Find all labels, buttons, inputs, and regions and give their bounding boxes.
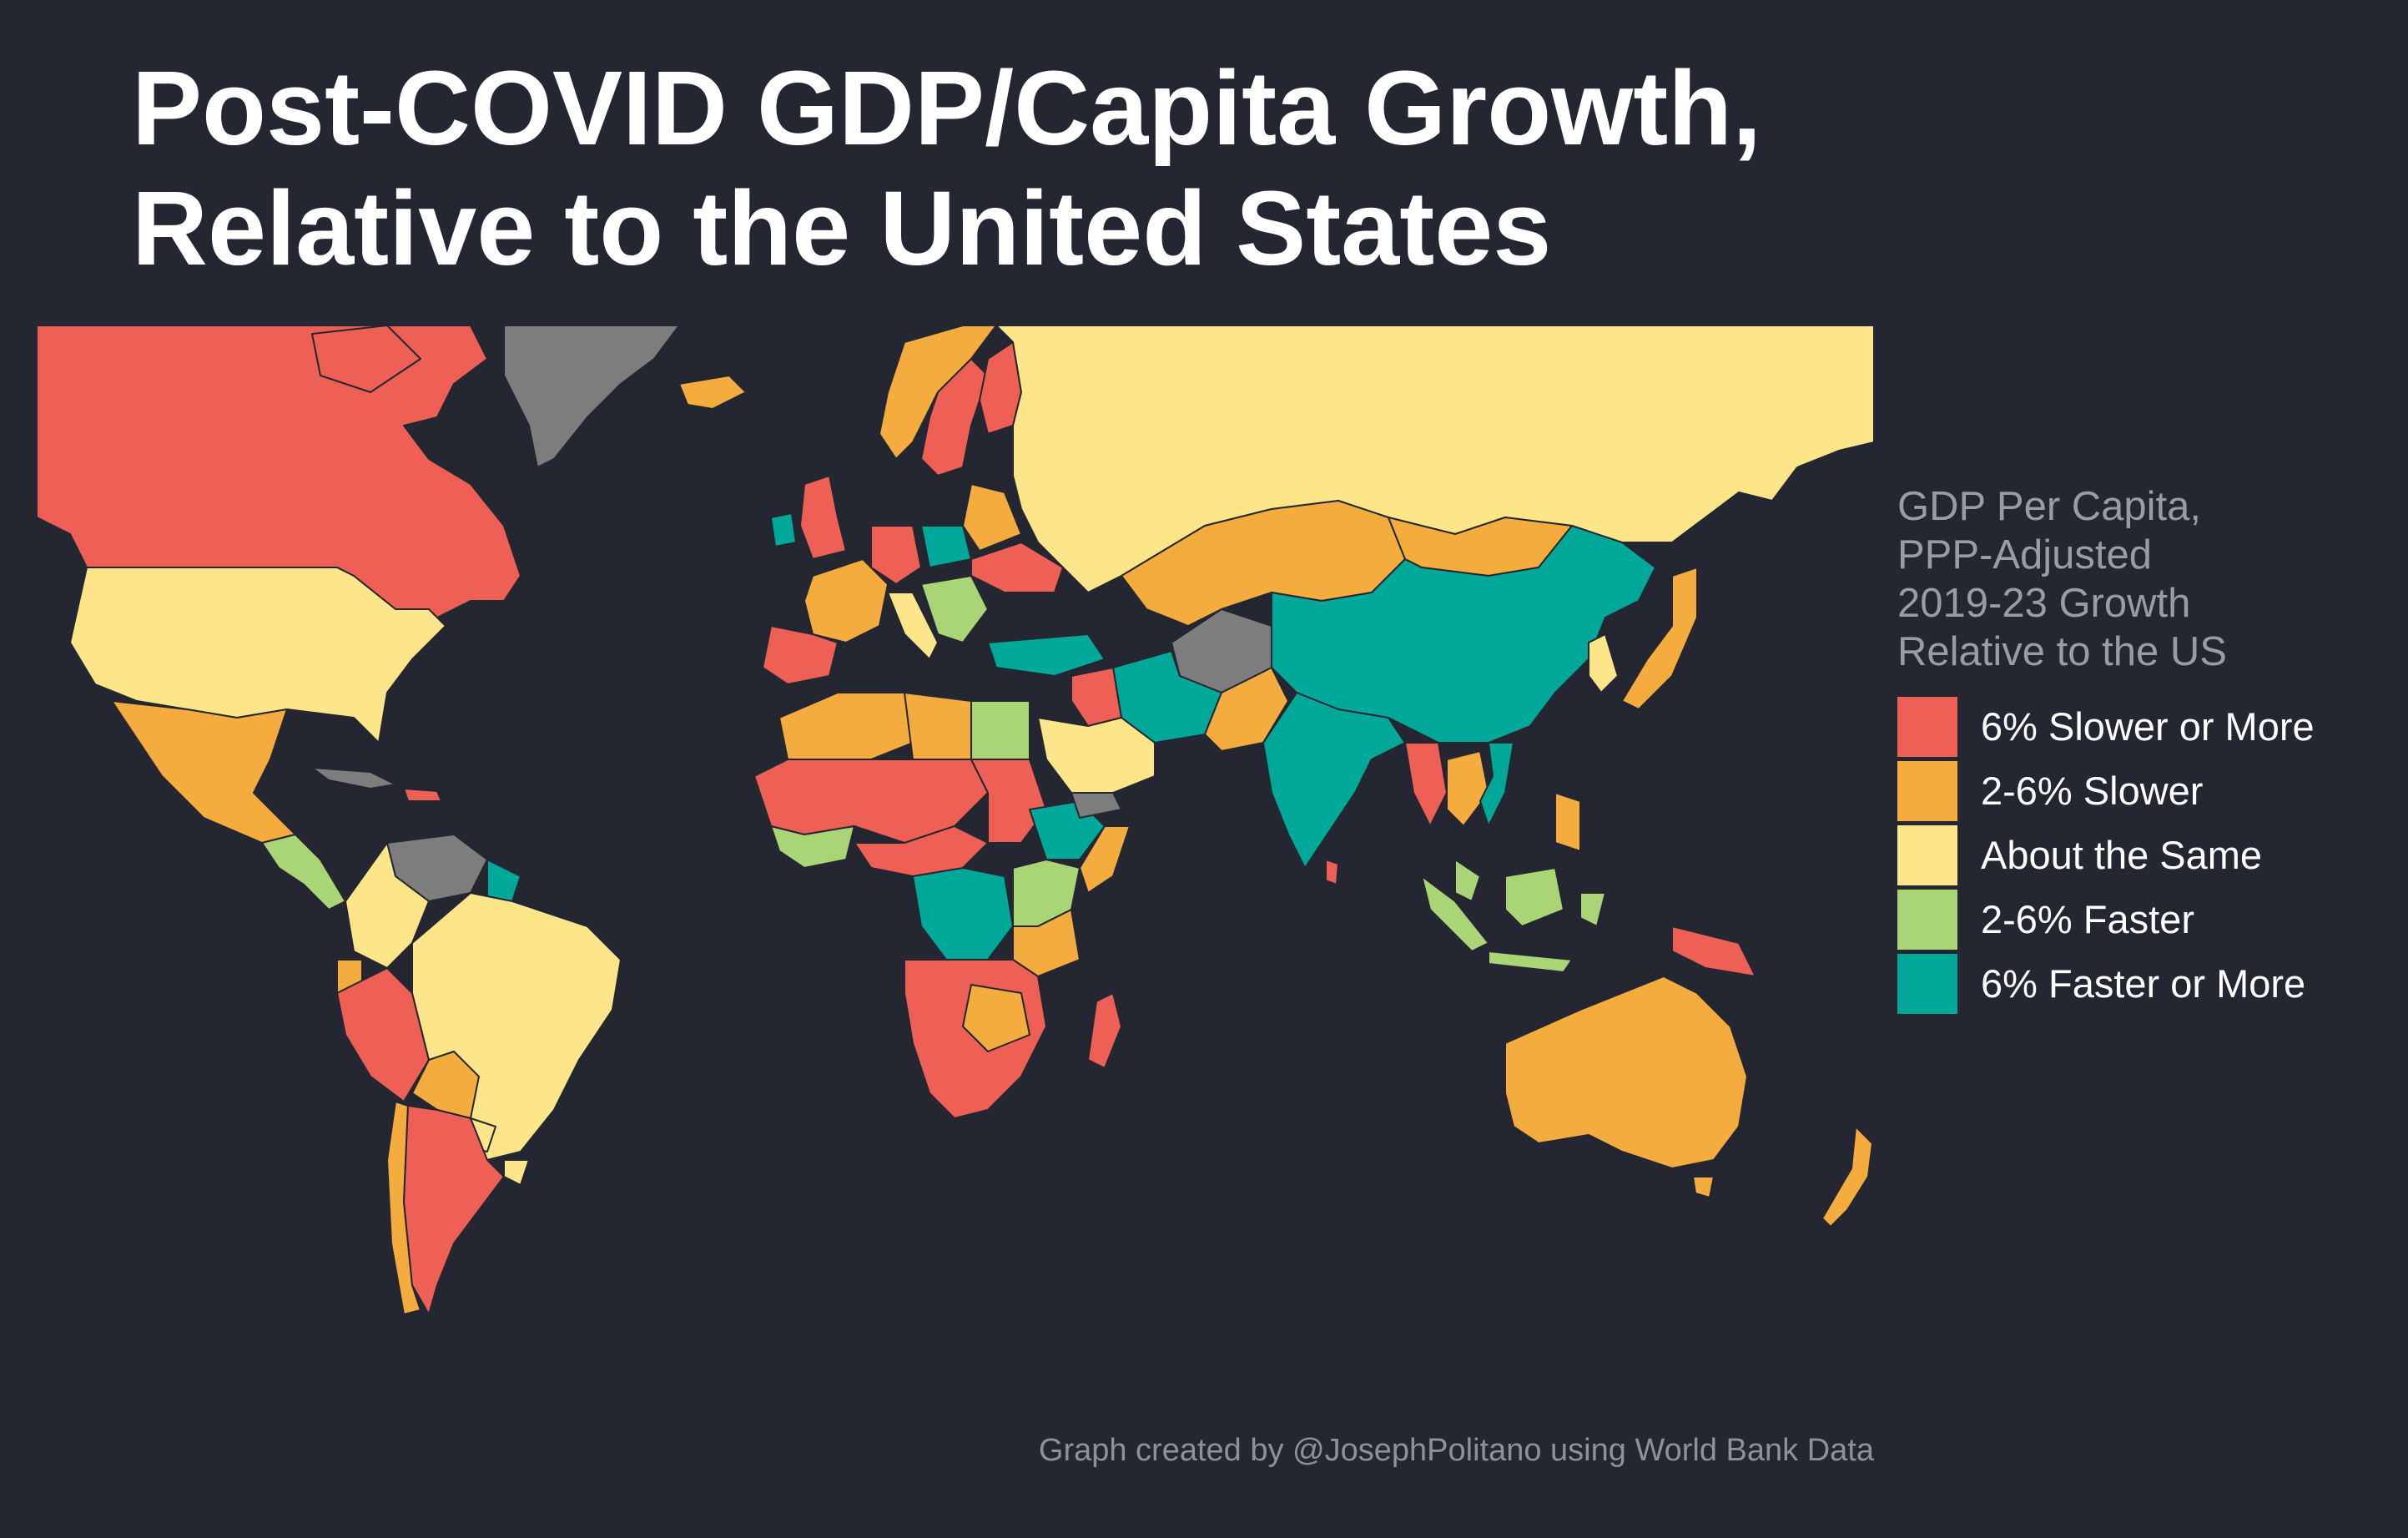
legend-label: 2-6% Faster [1981, 897, 2194, 941]
region-somalia [1079, 825, 1131, 894]
region-argentina [403, 1105, 505, 1315]
region-france [804, 558, 889, 643]
region-iceland [678, 375, 747, 410]
region-italy [887, 592, 939, 660]
legend-swatch [1897, 760, 1957, 821]
region-indonesia-borneo [1504, 867, 1564, 927]
region-madagascar [1087, 992, 1122, 1069]
region-colombia [345, 842, 430, 969]
legend-label: 6% Faster or More [1981, 961, 2306, 1006]
world-map-svg [37, 325, 1874, 1315]
region-indonesia-sulawesi [1579, 892, 1606, 927]
region-central-africa-north [854, 825, 989, 877]
region-papua-new-guinea [1671, 925, 1756, 977]
legend-label: 2-6% Slower [1981, 769, 2204, 813]
region-germany [870, 525, 922, 585]
legend-item-about-same: About the Same [1897, 823, 2398, 887]
legend-label: About the Same [1981, 833, 2263, 877]
region-hispaniola [403, 788, 442, 802]
chart-title-line-1: Post-COVID GDP/Capita Growth, [132, 49, 1762, 167]
region-tasmania [1692, 1176, 1715, 1198]
region-philippines [1554, 792, 1581, 852]
region-central-america [261, 834, 346, 910]
region-morocco-algeria [778, 692, 914, 769]
region-west-africa-coast [770, 825, 855, 869]
region-spain-portugal [762, 625, 839, 685]
region-yemen [1071, 792, 1122, 819]
chart-title: Post-COVID GDP/Capita Growth, Relative t… [132, 48, 1761, 289]
region-australia [1504, 976, 1748, 1169]
region-indonesia-java [1488, 951, 1573, 973]
legend-title-line: GDP Per Capita, [1897, 484, 2202, 529]
region-sri-lanka [1325, 859, 1339, 885]
legend-item-2-6-slower: 2-6% Slower [1897, 759, 2398, 823]
region-peru [336, 967, 430, 1102]
region-balkans [920, 575, 989, 643]
region-libya [904, 692, 972, 760]
region-canada-arctic [311, 325, 421, 393]
legend: GDP Per Capita, PPP-Adjusted 2019-23 Gro… [1897, 482, 2398, 1016]
world-map [37, 325, 1874, 1344]
region-india [1262, 692, 1406, 869]
region-indonesia-sumatra [1421, 875, 1489, 952]
region-korea [1588, 633, 1619, 693]
legend-title-line: PPP-Adjusted [1897, 532, 2153, 577]
region-uruguay [503, 1159, 530, 1186]
region-new-zealand [1821, 1126, 1873, 1228]
region-greenland [503, 325, 680, 468]
legend-title-line: 2019-23 Growth [1897, 581, 2191, 626]
region-thailand-laos [1446, 750, 1489, 827]
source-note: Graph created by @JosephPolitano using W… [1038, 1433, 1874, 1468]
region-saudi-arabia [1037, 717, 1156, 794]
legend-item-6-faster: 6% Faster or More [1897, 951, 2398, 1016]
region-cuba [311, 767, 396, 789]
region-dr-congo [912, 867, 1014, 961]
region-sudan [970, 759, 1047, 844]
chart-title-line-2: Relative to the United States [132, 169, 1552, 287]
legend-swatch [1897, 824, 1957, 885]
region-japan [1621, 567, 1698, 710]
region-united-kingdom [799, 475, 847, 560]
region-baltics-belarus [962, 483, 1022, 552]
region-turkey [987, 633, 1106, 677]
region-sweden [920, 358, 989, 477]
legend-title-line: Relative to the US [1897, 629, 2227, 674]
region-mexico [111, 700, 296, 844]
region-poland [920, 525, 972, 568]
legend-label: 6% Slower or More [1981, 704, 2315, 749]
region-guianas [486, 859, 521, 902]
legend-title: GDP Per Capita, PPP-Adjusted 2019-23 Gro… [1897, 482, 2398, 676]
legend-item-2-6-faster: 2-6% Faster [1897, 887, 2398, 951]
region-vietnam [1479, 742, 1514, 827]
region-united-states [69, 567, 446, 744]
region-egypt [970, 700, 1030, 760]
region-ireland [770, 512, 797, 547]
legend-swatch [1897, 953, 1957, 1014]
legend-swatch [1897, 889, 1957, 950]
region-myanmar [1404, 742, 1448, 827]
region-iraq [1071, 667, 1122, 727]
region-zambia-zimbabwe [962, 984, 1030, 1052]
region-malaysia [1454, 859, 1481, 902]
legend-item-6-slower: 6% Slower or More [1897, 694, 2398, 759]
legend-swatch [1897, 696, 1957, 757]
